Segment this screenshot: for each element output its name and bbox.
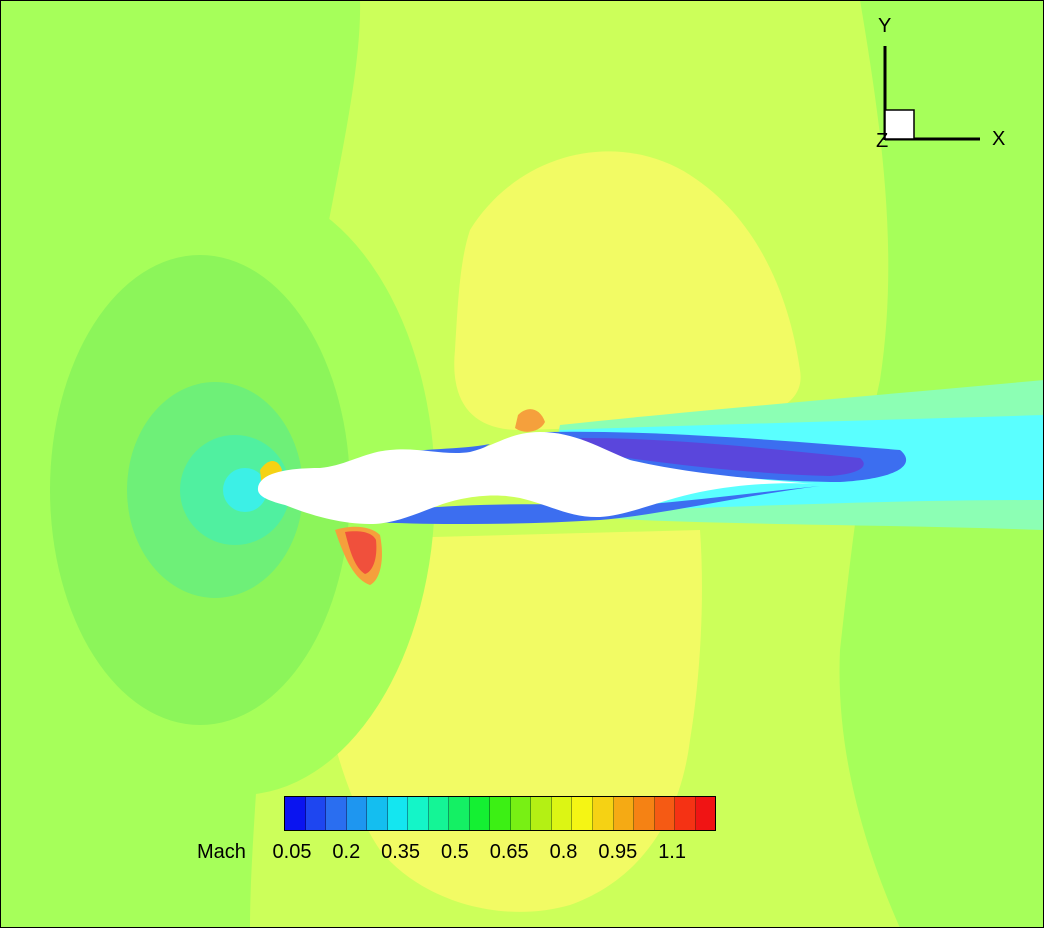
upper-yellow-lobe (454, 151, 801, 430)
colorbar-swatch (305, 797, 327, 830)
colorbar-swatch (367, 797, 388, 830)
colorbar-tick-label: 1.1 (658, 841, 686, 863)
colorbar-tick-label: 0.05 (272, 841, 312, 863)
colorbar-tick-label: 0.95 (598, 841, 638, 863)
z-axis-label: Z (876, 130, 889, 152)
colorbar-swatch (675, 797, 696, 830)
colorbar-tick-label: 0.35 (381, 841, 421, 863)
colorbar-swatch (510, 797, 532, 830)
colorbar-swatch (634, 797, 655, 830)
colorbar-tick-label: 0.8 (549, 841, 578, 863)
hot-spot-upper (515, 409, 545, 432)
wake-upper-dark (580, 438, 864, 476)
legend-title: Mach (197, 841, 246, 863)
colorbar-swatch (592, 797, 614, 830)
colorbar-swatch (531, 797, 552, 830)
colorbar-swatch (387, 797, 409, 830)
z-axis-box (884, 109, 915, 140)
colorbar-swatch (285, 797, 306, 830)
axis-triad (883, 46, 980, 141)
colorbar-tick-label: 0.5 (440, 841, 469, 863)
colorbar-tick-label: 0.2 (332, 841, 361, 863)
mach-colorbar (284, 796, 716, 831)
y-axis-label: Y (878, 15, 892, 37)
colorbar-swatch (326, 797, 347, 830)
colorbar-tick-label: 0.65 (489, 841, 529, 863)
hot-spot-lower-core (345, 531, 377, 574)
colorbar-swatch (654, 797, 676, 830)
colorbar-swatch (449, 797, 470, 830)
colorbar-swatch (428, 797, 450, 830)
colorbar-swatch (346, 797, 368, 830)
colorbar-swatch (490, 797, 511, 830)
airfoil-body (257, 432, 815, 524)
colorbar-swatch (469, 797, 491, 830)
colorbar-swatch (695, 797, 716, 830)
colorbar-swatch (408, 797, 429, 830)
colorbar-swatch (572, 797, 593, 830)
colorbar-swatch (551, 797, 573, 830)
stagnation-core (223, 468, 267, 512)
colorbar-swatch (613, 797, 635, 830)
x-axis-label: X (992, 128, 1006, 150)
